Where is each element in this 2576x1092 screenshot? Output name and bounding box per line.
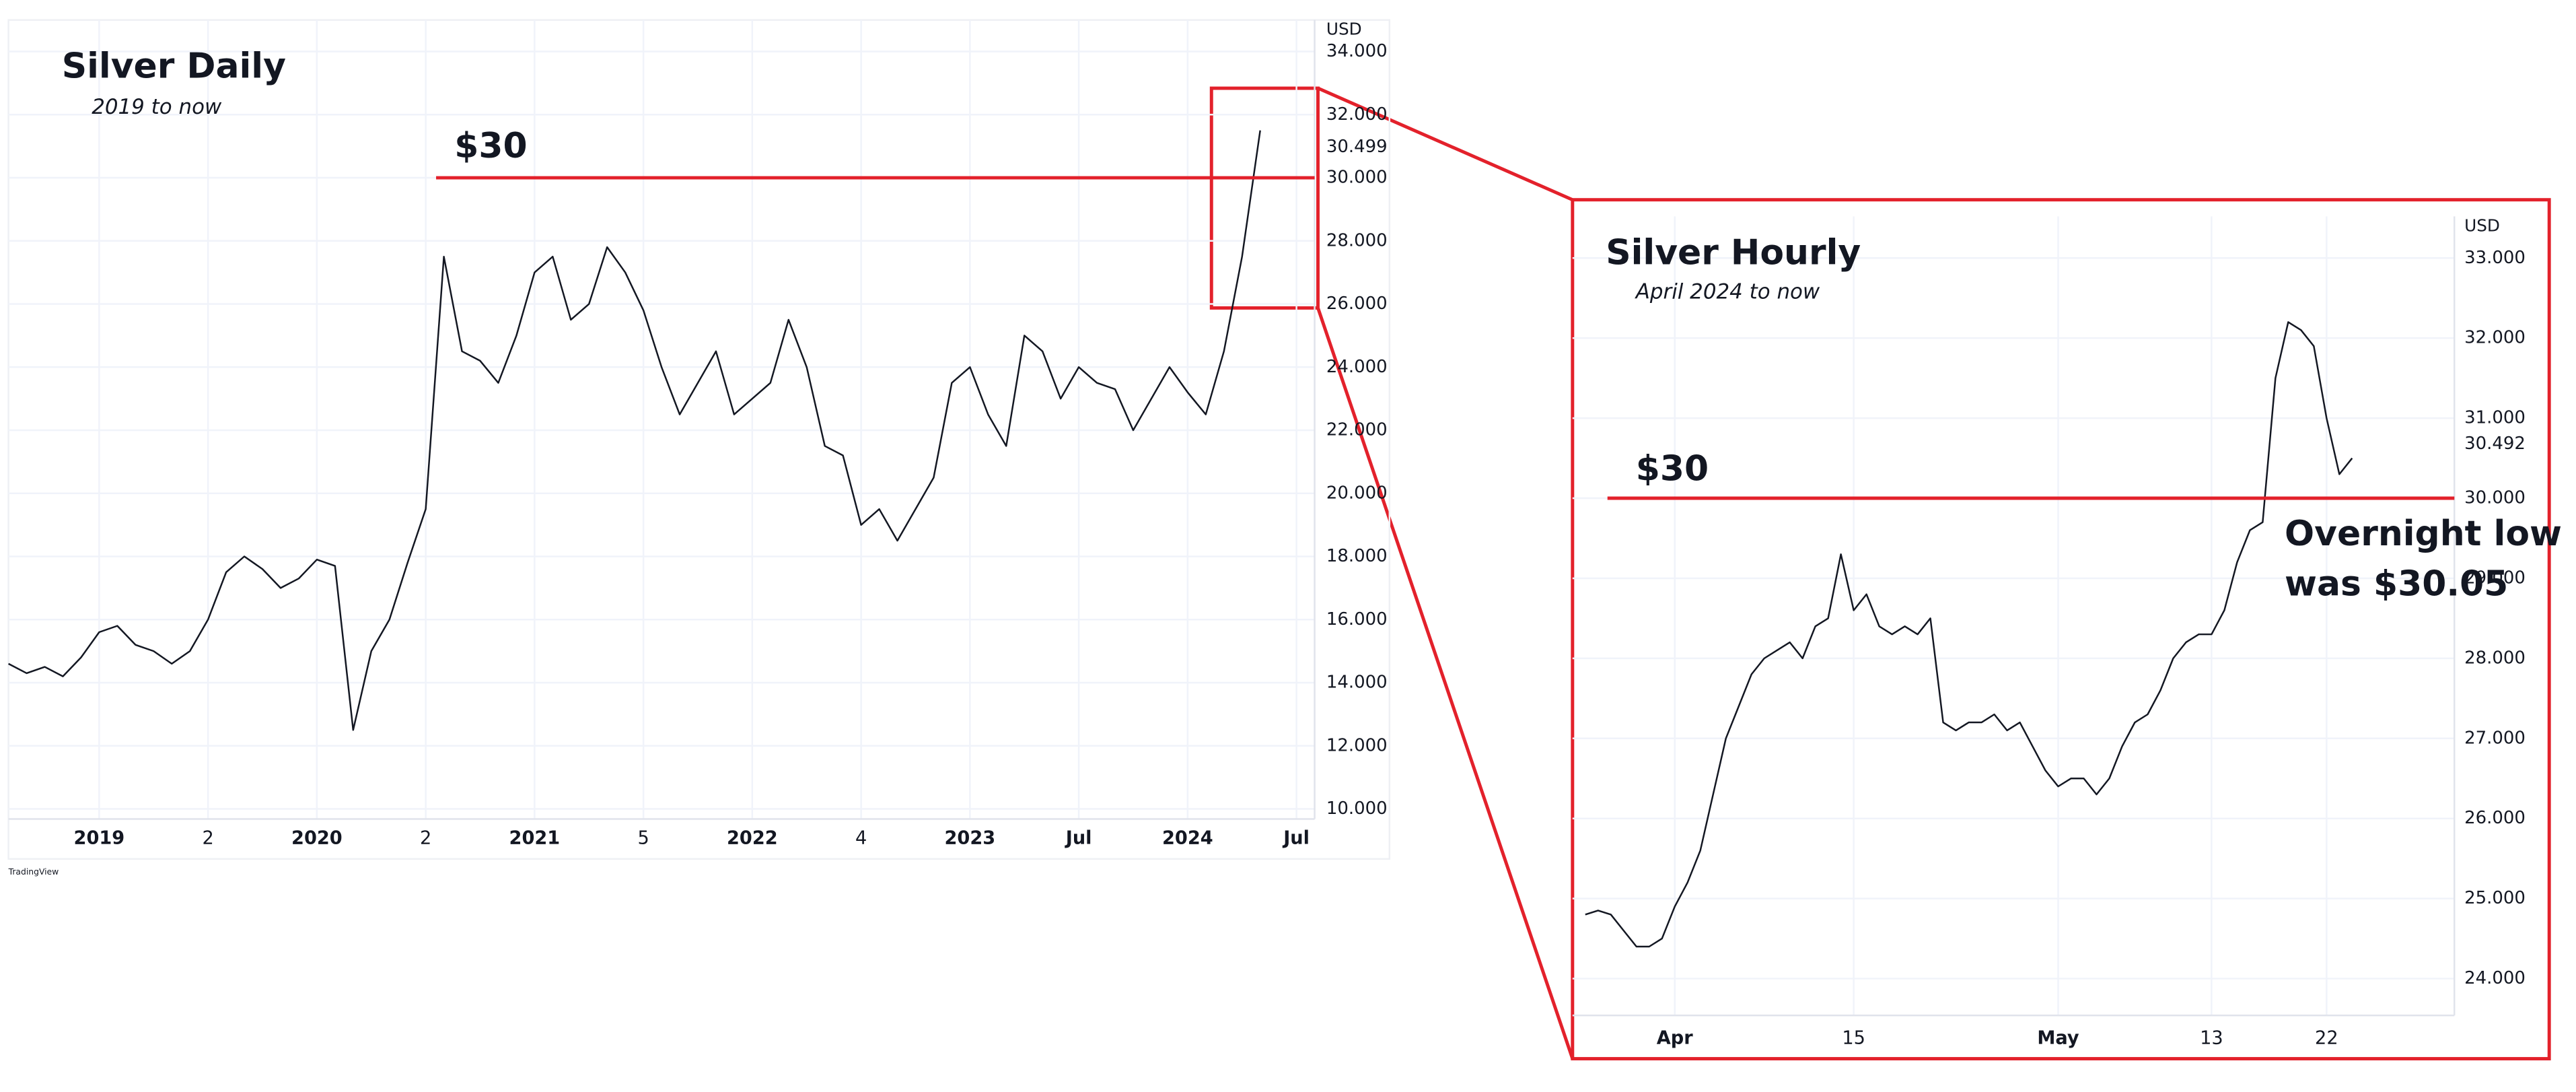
y-tick-label: 22.000 <box>1326 420 1388 440</box>
x-tick-label: 15 <box>1842 1027 1865 1048</box>
y-tick-label: 34.000 <box>1326 41 1388 61</box>
y-tick-label: 28.000 <box>1326 230 1388 250</box>
x-tick-label: 2022 <box>727 828 778 849</box>
chart-title: Silver Hourly <box>1606 232 1861 273</box>
x-tick-label: 2023 <box>945 828 996 849</box>
y-tick-label: 10.000 <box>1326 798 1388 819</box>
x-tick-label: 4 <box>855 828 867 849</box>
price-line <box>8 130 1261 731</box>
zoom-box <box>1209 86 1320 310</box>
x-tick-label: 22 <box>2315 1027 2338 1048</box>
x-tick-label: 2024 <box>1162 828 1213 849</box>
x-tick-label: 2019 <box>74 828 125 849</box>
y-tick-label: 30.000 <box>2464 488 2526 508</box>
x-tick-label: 2 <box>420 828 431 849</box>
last-price-label: 30.492 <box>2464 434 2526 454</box>
y-tick-label: 33.000 <box>2464 248 2526 268</box>
y-tick-label: 27.000 <box>2464 728 2526 748</box>
y-tick-label: 25.000 <box>2464 888 2526 908</box>
y-tick-label: 24.000 <box>1326 357 1388 377</box>
annotation: Overnight low <box>2285 514 2562 554</box>
x-tick-label: 5 <box>637 828 649 849</box>
reference-label: $30 <box>1636 449 1709 489</box>
x-tick-label: Jul <box>1065 828 1092 849</box>
y-tick-label: 29.000 <box>2464 568 2526 588</box>
y-tick-label: 32.000 <box>2464 328 2526 348</box>
zoom-connector <box>1316 307 1575 1060</box>
y-tick-label: 18.000 <box>1326 546 1388 566</box>
y-tick-label: 31.000 <box>2464 408 2526 428</box>
last-price-label: 30.499 <box>1326 137 1388 157</box>
y-tick-label: 32.000 <box>1326 104 1388 125</box>
axis-unit: USD <box>2464 215 2500 235</box>
price-line <box>1585 321 2353 948</box>
zoom-connector <box>1317 86 1573 201</box>
y-tick-label: 30.000 <box>1326 168 1388 188</box>
y-tick-label: 20.000 <box>1326 483 1388 503</box>
x-tick-label: 2020 <box>291 828 343 849</box>
chart-subtitle: April 2024 to now <box>1635 280 1820 304</box>
y-tick-label: 12.000 <box>1326 735 1388 755</box>
y-tick-label: 16.000 <box>1326 609 1388 629</box>
y-tick-label: 28.000 <box>2464 648 2526 668</box>
y-tick-label: 14.000 <box>1326 673 1388 693</box>
inset-frame <box>1571 198 2551 1061</box>
x-tick-label: 2021 <box>509 828 561 849</box>
chart-title: Silver Daily <box>62 46 286 86</box>
x-tick-label: May <box>2037 1027 2079 1048</box>
annotation: was $30.05 <box>2285 564 2508 604</box>
y-tick-label: 26.000 <box>2464 808 2526 828</box>
y-tick-label: 26.000 <box>1326 294 1388 314</box>
y-tick-label: 24.000 <box>2464 968 2526 988</box>
x-tick-label: Jul <box>1282 828 1310 849</box>
x-tick-label: Apr <box>1657 1027 1694 1048</box>
axis-unit: USD <box>1326 20 1362 39</box>
chart-subtitle: 2019 to now <box>92 95 222 119</box>
plot-frame <box>7 19 1391 860</box>
reference-label: $30 <box>454 126 527 166</box>
watermark: TradingView <box>8 867 59 877</box>
x-tick-label: 2 <box>202 828 213 849</box>
x-tick-label: 13 <box>2200 1027 2223 1048</box>
